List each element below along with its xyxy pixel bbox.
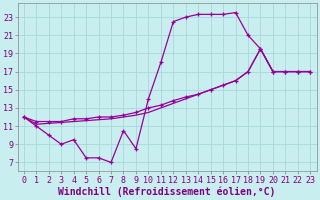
X-axis label: Windchill (Refroidissement éolien,°C): Windchill (Refroidissement éolien,°C) [58, 186, 276, 197]
